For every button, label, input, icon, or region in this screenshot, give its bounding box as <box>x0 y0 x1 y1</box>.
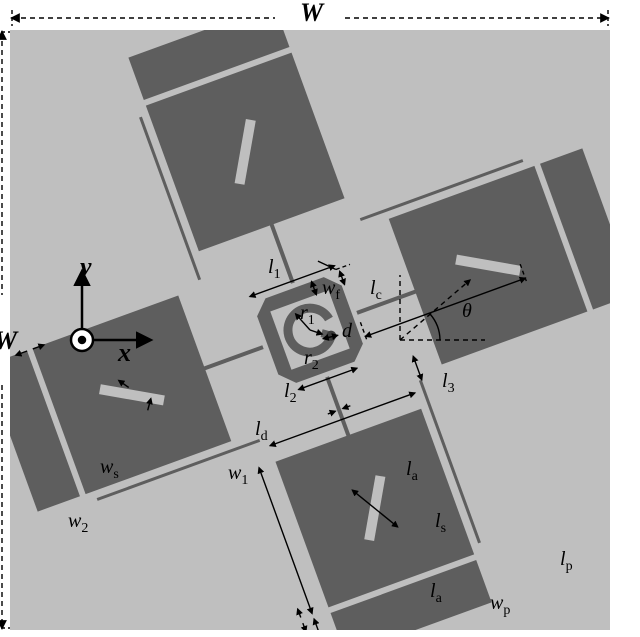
label-y: y <box>80 252 92 282</box>
label-w1: w1 <box>228 462 248 489</box>
label-la-v: la <box>406 458 418 485</box>
label-lc: lc <box>370 277 382 304</box>
label-wf: wf <box>322 277 340 304</box>
label-r2: r2 <box>304 347 319 374</box>
label-ld: ld <box>255 418 268 445</box>
label-ls: ls <box>435 510 446 537</box>
label-r1: r1 <box>300 302 315 329</box>
label-w2: w2 <box>68 510 88 537</box>
label-l1: l1 <box>268 256 281 283</box>
label-W-left: W <box>0 326 17 356</box>
label-d: d <box>342 320 352 343</box>
label-x: x <box>118 338 131 368</box>
substrate-svg <box>10 30 610 630</box>
label-la-h: la <box>430 580 442 607</box>
label-theta: θ <box>462 300 472 323</box>
antenna-diagram: { "canvas": { "width": 640, "height": 63… <box>0 0 640 637</box>
label-wp: wp <box>490 592 510 619</box>
label-ws: ws <box>100 456 119 483</box>
label-lp: lp <box>560 548 573 575</box>
label-W-top: W <box>300 0 323 28</box>
label-l2: l2 <box>284 380 297 407</box>
label-l3: l3 <box>442 370 455 397</box>
